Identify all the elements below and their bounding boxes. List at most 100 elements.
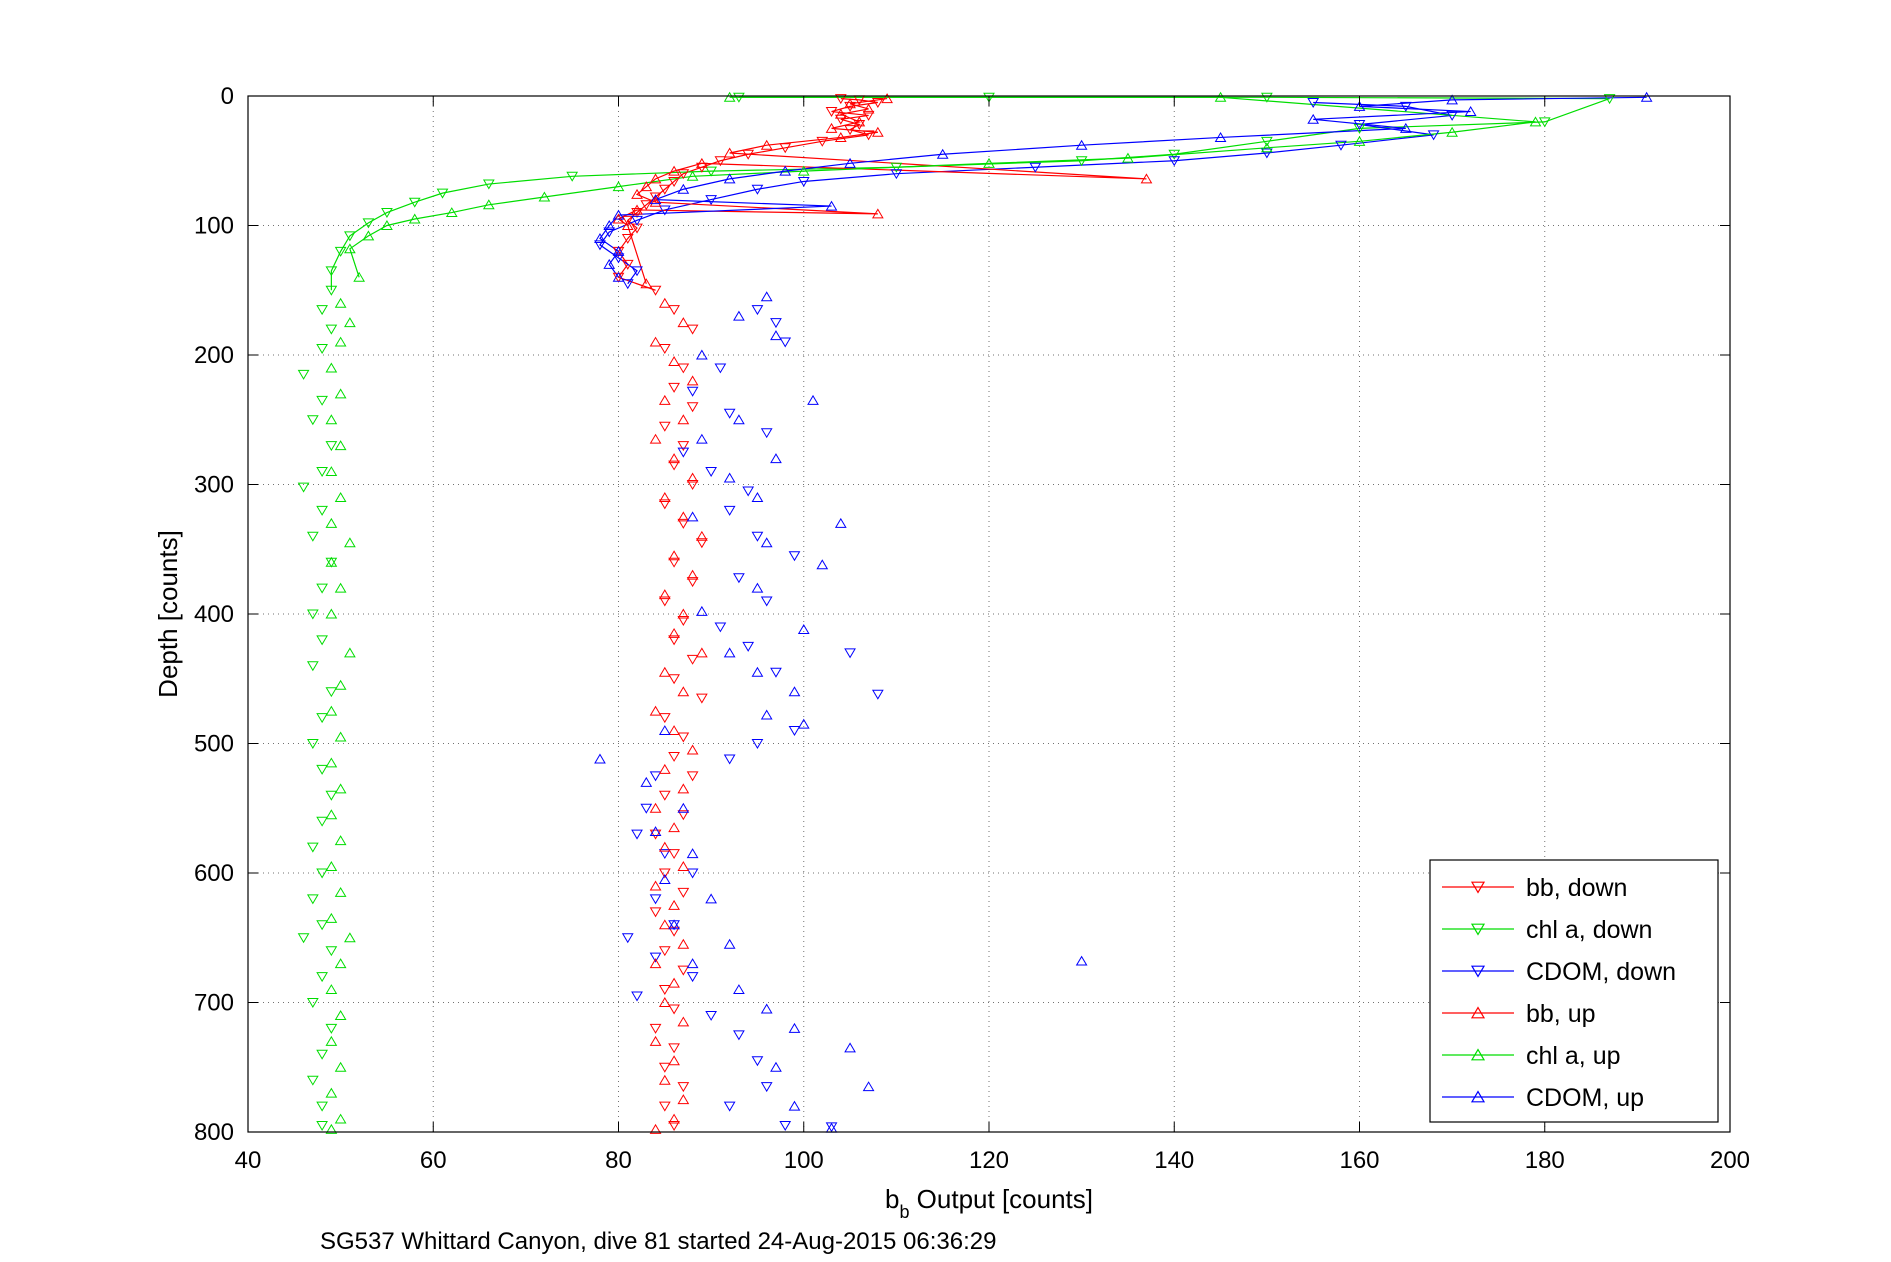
data-point-chl-a-down <box>297 369 310 380</box>
data-point-cdom-down <box>733 573 745 584</box>
data-point-chl-a-up <box>1353 135 1366 146</box>
data-point-chl-a-down <box>316 1101 328 1112</box>
data-point-cdom-down <box>686 386 699 397</box>
data-point-chl-a-up <box>1529 116 1542 127</box>
legend-entry: CDOM, down <box>1526 958 1676 986</box>
data-point-bb-down <box>668 557 680 568</box>
data-point-chl-a-down <box>733 92 745 103</box>
data-point-bb-up <box>677 938 690 949</box>
data-point-chl-a-up <box>325 517 338 528</box>
data-point-cdom-down <box>760 596 773 607</box>
data-point-cdom-down <box>890 169 903 180</box>
data-point-cdom-up <box>760 709 773 720</box>
data-point-cdom-up <box>723 647 736 658</box>
data-point-cdom-down <box>649 952 662 963</box>
figure-caption: SG537 Whittard Canyon, dive 81 started 2… <box>320 1228 996 1255</box>
data-point-chl-a-down <box>306 531 319 542</box>
data-point-cdom-up <box>844 157 856 168</box>
data-point-bb-down <box>658 421 671 432</box>
data-point-chl-a-up <box>686 170 699 181</box>
data-point-bb-down <box>668 849 680 860</box>
data-point-bb-up <box>649 802 662 813</box>
data-point-chl-a-up <box>983 157 995 168</box>
data-point-cdom-down <box>631 266 643 277</box>
data-point-cdom-down <box>742 486 755 497</box>
data-point-bb-up <box>668 977 680 988</box>
data-point-chl-a-up <box>334 491 347 502</box>
y-tick-label: 400 <box>194 601 234 628</box>
data-point-bb-up <box>760 139 773 150</box>
data-point-chl-a-down <box>316 583 328 594</box>
data-point-bb-down <box>825 107 838 118</box>
data-point-bb-up <box>668 165 680 176</box>
data-point-bb-down <box>658 985 671 996</box>
data-point-cdom-down <box>779 337 792 348</box>
data-point-cdom-down <box>751 305 764 316</box>
data-point-cdom-down <box>788 551 801 562</box>
data-point-bb-down <box>640 200 653 211</box>
data-point-chl-a-up <box>334 1113 347 1124</box>
data-point-cdom-down <box>631 829 643 840</box>
data-point-chl-a-up <box>334 336 347 347</box>
data-point-cdom-up <box>760 537 773 548</box>
data-point-bb-up <box>834 131 847 142</box>
data-point-cdom-down <box>1335 140 1347 151</box>
data-point-bb-up <box>686 744 699 755</box>
data-point-chl-a-up <box>325 912 338 923</box>
data-point-chl-a-down <box>316 1121 328 1132</box>
data-point-bb-down <box>621 215 634 226</box>
data-point-bb-up <box>677 1094 690 1105</box>
data-point-cdom-up <box>612 209 625 220</box>
data-point-chl-a-down <box>316 868 328 879</box>
data-point-bb-down <box>631 208 643 219</box>
data-point-bb-down <box>871 97 884 108</box>
data-point-bb-down <box>649 285 662 296</box>
data-point-cdom-down <box>705 1010 717 1021</box>
data-point-bb-down <box>668 635 680 646</box>
data-point-bb-down <box>668 1121 680 1132</box>
data-point-chl-a-down <box>306 661 319 672</box>
data-point-bb-up <box>668 822 680 833</box>
data-point-bb-down <box>686 577 699 588</box>
data-point-cdom-down <box>751 1056 764 1067</box>
data-point-cdom-up <box>834 517 847 528</box>
data-point-cdom-down <box>723 1101 736 1112</box>
data-point-bb-down <box>834 114 847 125</box>
data-point-chl-a-down <box>316 764 328 775</box>
data-point-cdom-down <box>871 689 884 700</box>
data-point-cdom-up <box>733 310 745 321</box>
data-point-chl-a-down <box>1261 136 1273 147</box>
data-point-bb-down <box>668 1004 680 1015</box>
x-axis-label-main: b <box>885 1184 899 1214</box>
data-point-cdom-up <box>770 453 782 464</box>
data-point-chl-a-up <box>325 1123 338 1134</box>
data-point-chl-a-down <box>297 482 310 493</box>
data-point-cdom-down <box>1399 101 1412 112</box>
legend-marker <box>1470 923 1486 936</box>
data-point-cdom-up <box>825 200 838 211</box>
data-point-chl-a-up <box>445 207 458 218</box>
data-point-chl-a-down <box>306 998 319 1008</box>
data-point-bb-down <box>668 1043 680 1054</box>
data-point-bb-up <box>1140 173 1153 184</box>
data-point-cdom-up <box>797 718 810 729</box>
data-point-chl-a-up <box>381 220 393 230</box>
data-point-chl-a-down <box>1168 149 1181 160</box>
data-point-cdom-down <box>723 754 736 765</box>
data-point-chl-a-down <box>306 1075 319 1086</box>
data-point-chl-a-up <box>325 861 338 872</box>
data-point-bb-down <box>658 344 671 355</box>
data-point-cdom-down <box>621 279 634 290</box>
data-point-cdom-up <box>723 173 736 184</box>
data-point-bb-down <box>862 130 875 141</box>
x-tick-label: 160 <box>1339 1147 1379 1174</box>
data-point-chl-a-down <box>297 933 310 944</box>
data-point-chl-a-down <box>306 842 319 853</box>
legend-marker <box>1470 1006 1486 1019</box>
data-point-bb-down <box>668 751 680 762</box>
data-point-bb-up <box>686 375 699 386</box>
data-point-bb-down <box>695 538 708 549</box>
data-point-bb-down <box>677 169 690 180</box>
data-point-cdom-down <box>603 227 616 238</box>
legend-entry: chl a, up <box>1526 1042 1621 1070</box>
